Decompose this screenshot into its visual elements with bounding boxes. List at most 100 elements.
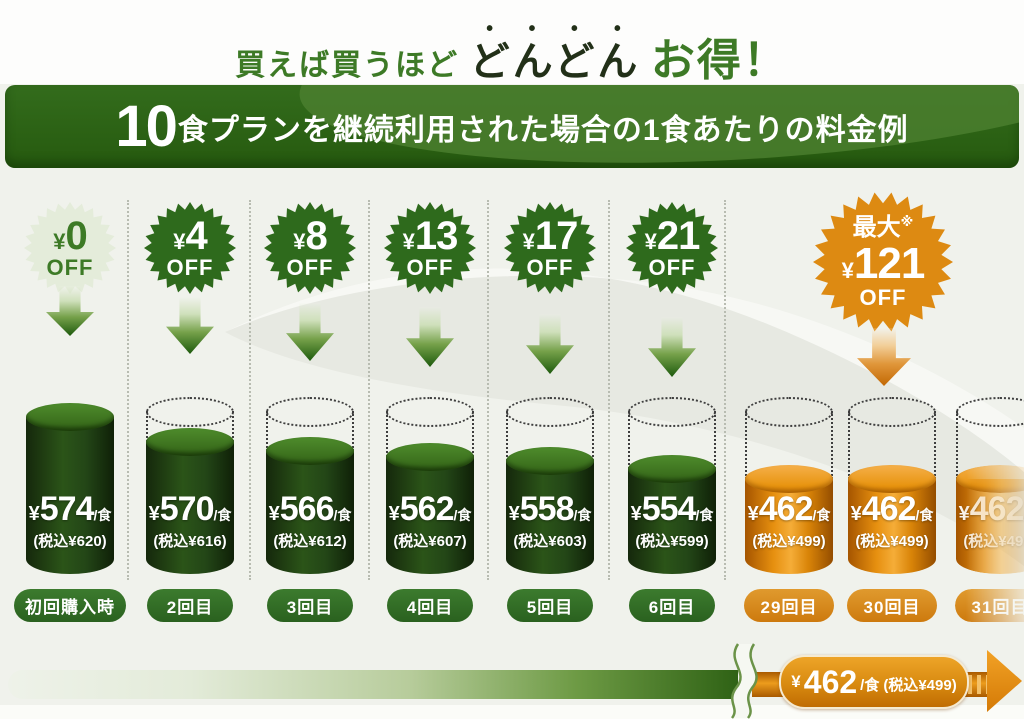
timeline-band-green <box>8 670 738 699</box>
price-cylinder-top <box>956 465 1024 493</box>
bottom-background <box>0 705 1024 719</box>
badge-yen: ¥ <box>293 228 306 254</box>
badge-value: 0 <box>65 213 88 258</box>
capacity-ghost-sides <box>745 411 833 479</box>
price-per-unit: /食 <box>93 507 112 523</box>
purchase-count-pill-5: 5回目 <box>507 589 593 622</box>
price-yen: ¥ <box>388 503 400 525</box>
purchase-count-label: 6回目 <box>648 598 696 617</box>
price-value: 462 <box>803 663 858 700</box>
capacity-ghost-sides <box>506 411 594 461</box>
tax-included-price: (税込¥616) <box>153 533 227 550</box>
purchase-count-label: 30回目 <box>863 598 921 617</box>
badge-off-label: OFF <box>648 254 696 280</box>
price-per-meal-8: ¥462/食 (税込¥499) <box>834 492 950 551</box>
capacity-ghost-sides <box>848 411 936 479</box>
column-separator <box>608 200 610 580</box>
tax-included-price: (税込¥603) <box>513 533 587 550</box>
price-cylinder-top <box>266 437 354 465</box>
discount-badge-6: ¥21 OFF <box>626 202 718 294</box>
price-per-unit: /食 <box>915 507 934 523</box>
price-yen: ¥ <box>850 503 862 525</box>
price-per-unit: /食 <box>213 507 232 523</box>
price-value: 574 <box>39 490 95 528</box>
purchase-count-pill-2: 2回目 <box>147 589 233 622</box>
badge-value: 8 <box>305 213 328 258</box>
purchase-count-label: 4回目 <box>406 598 454 617</box>
final-price-pill: ¥ 462 /食 (税込¥499) <box>779 655 969 709</box>
price-per-unit: /食 <box>573 507 592 523</box>
purchase-count-pill-6: 6回目 <box>629 589 715 622</box>
badge-asterisk-note: ※ <box>900 214 914 230</box>
price-cylinder-top <box>386 443 474 471</box>
price-yen: ¥ <box>28 503 40 525</box>
price-cylinder-6 <box>628 469 716 574</box>
capacity-ghost-sides <box>266 411 354 451</box>
purchase-count-pill-8: 30回目 <box>847 589 937 622</box>
price-value: 462 <box>969 490 1024 528</box>
price-cylinder-9 <box>956 479 1024 574</box>
column-separator <box>368 200 370 580</box>
price-cylinder-7 <box>745 479 833 574</box>
badge-off-label: OFF <box>166 254 214 280</box>
price-yen: ¥ <box>791 672 801 691</box>
price-cylinder-4 <box>386 457 474 574</box>
price-per-unit: /食 <box>695 507 714 523</box>
price-per-meal-2: ¥570/食 (税込¥616) <box>132 492 248 551</box>
price-cylinder-top <box>26 403 114 431</box>
column-separator <box>487 200 489 580</box>
discount-badge-1: ¥0 OFF <box>24 202 116 294</box>
price-per-meal-7: ¥462/食 (税込¥499) <box>731 492 847 551</box>
title-part-3: お得！ <box>650 36 789 85</box>
capacity-ghost-sides <box>146 411 234 442</box>
price-per-meal-5: ¥558/食 (税込¥603) <box>492 492 608 551</box>
price-per-meal-9: ¥462/食 (税込¥499) <box>942 492 1024 551</box>
tax-included-price: (税込¥599) <box>635 533 709 550</box>
price-cylinder-top <box>848 465 936 493</box>
purchase-count-label: 3回目 <box>286 598 334 617</box>
price-per-unit: /食 <box>860 676 880 694</box>
discount-badge-3: ¥8 OFF <box>264 202 356 294</box>
purchase-count-pill-4: 4回目 <box>387 589 473 622</box>
badge-off-label: OFF <box>46 254 94 280</box>
tax-included-price: (税込¥499) <box>963 533 1024 550</box>
purchase-count-label: 5回目 <box>526 598 574 617</box>
purchase-count-pill-9: 31回目 <box>955 589 1024 622</box>
purchase-count-label: 2回目 <box>166 598 214 617</box>
badge-off-label: OFF <box>406 254 454 280</box>
price-yen: ¥ <box>958 503 970 525</box>
price-yen: ¥ <box>148 503 160 525</box>
capacity-ghost-sides <box>956 411 1024 479</box>
discount-badge-5: ¥17 OFF <box>504 202 596 294</box>
price-per-meal-1: ¥574/食 (税込¥620) <box>12 492 128 551</box>
price-cylinder-3 <box>266 451 354 574</box>
badge-value: 4 <box>185 213 208 258</box>
page-title: 買えば買うほど どんどん お得！ <box>0 0 1024 88</box>
price-value: 566 <box>279 490 335 528</box>
purchase-count-label: 29回目 <box>760 598 818 617</box>
badge-yen: ¥ <box>53 228 66 254</box>
price-cylinder-1 <box>26 417 114 574</box>
banner-plan-count: 10 <box>115 94 177 159</box>
price-cylinder-2 <box>146 442 234 574</box>
price-per-meal-4: ¥562/食 (税込¥607) <box>372 492 488 551</box>
price-cylinder-top <box>506 447 594 475</box>
price-cylinder-8 <box>848 479 936 574</box>
price-value: 570 <box>159 490 215 528</box>
badge-value: 13 <box>414 213 458 258</box>
price-cylinder-top <box>628 455 716 483</box>
price-yen: ¥ <box>630 503 642 525</box>
purchase-count-pill-3: 3回目 <box>267 589 353 622</box>
banner-text: 10 食プランを継続利用された場合の1食あたりの料金例 <box>5 85 1019 168</box>
badge-yen: ¥ <box>841 257 854 283</box>
tax-included-price: (税込¥607) <box>393 533 467 550</box>
price-value: 558 <box>519 490 575 528</box>
purchase-count-pill-7: 29回目 <box>744 589 834 622</box>
price-cylinder-5 <box>506 461 594 574</box>
badge-yen: ¥ <box>173 228 186 254</box>
badge-yen: ¥ <box>644 228 657 254</box>
price-yen: ¥ <box>268 503 280 525</box>
price-per-meal-3: ¥566/食 (税込¥612) <box>252 492 368 551</box>
purchase-count-label: 31回目 <box>971 598 1024 617</box>
